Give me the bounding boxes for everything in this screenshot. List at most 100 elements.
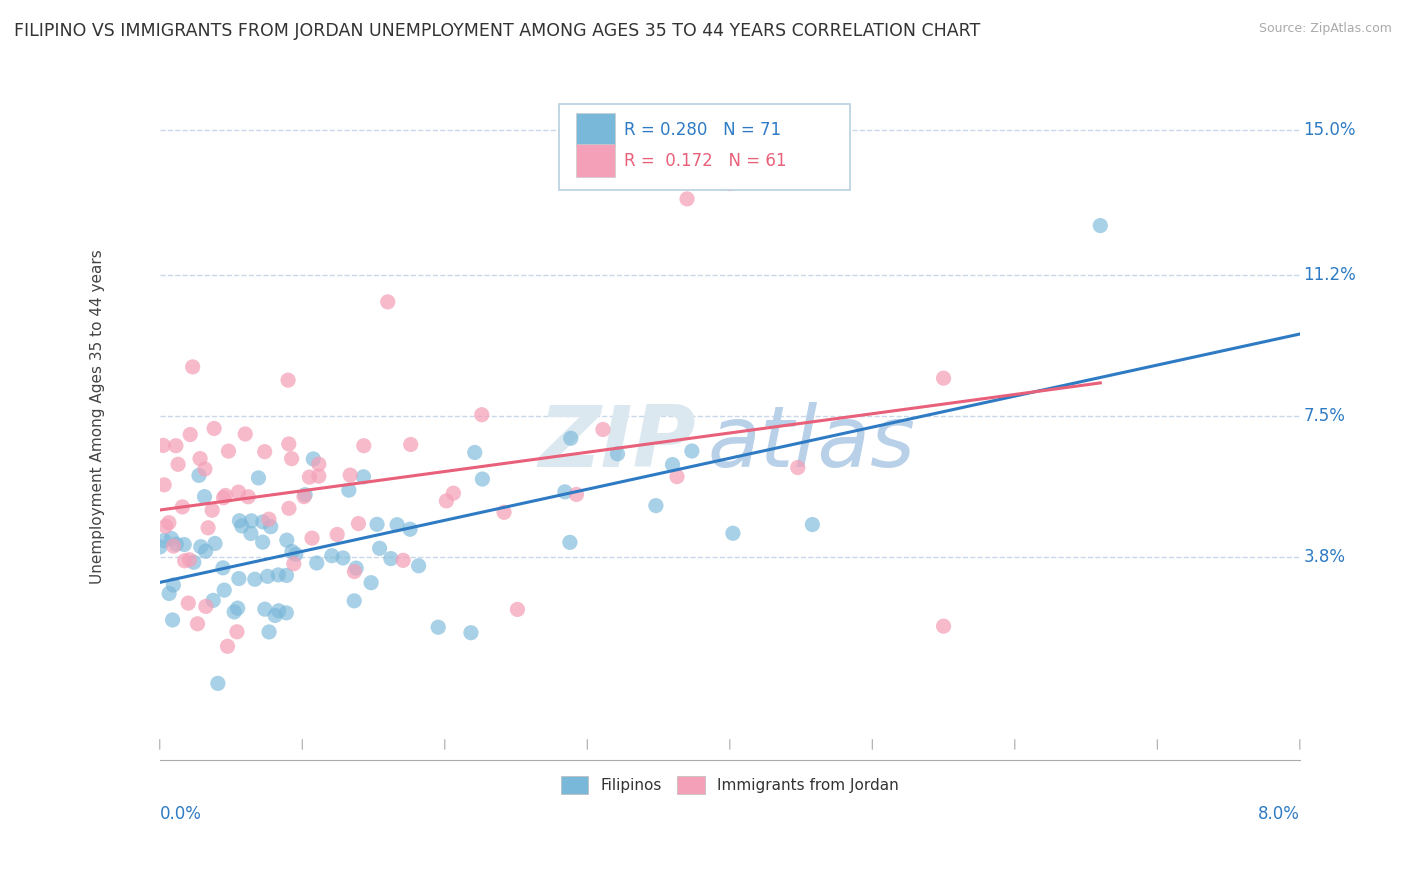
Point	[202, 593, 225, 607]
Point	[360, 575, 382, 590]
Point	[278, 501, 301, 516]
Point	[240, 514, 263, 528]
Point	[377, 294, 399, 309]
Point	[460, 625, 482, 640]
Point	[308, 469, 330, 483]
Point	[157, 586, 180, 600]
Point	[606, 447, 628, 461]
Point	[224, 605, 246, 619]
Point	[666, 469, 689, 483]
Point	[786, 460, 808, 475]
Text: 11.2%: 11.2%	[1303, 266, 1355, 285]
Text: atlas: atlas	[707, 402, 915, 485]
Point	[277, 437, 299, 451]
Point	[434, 494, 457, 508]
Point	[231, 519, 253, 533]
Point	[560, 431, 582, 445]
Point	[267, 604, 290, 618]
Point	[179, 553, 201, 567]
Point	[194, 599, 217, 614]
Text: R = 0.280   N = 71: R = 0.280 N = 71	[624, 120, 780, 138]
Point	[252, 515, 274, 529]
Point	[305, 556, 328, 570]
Point	[228, 572, 250, 586]
Point	[492, 505, 515, 519]
Point	[152, 438, 174, 452]
Point	[337, 483, 360, 498]
Point	[228, 514, 250, 528]
Point	[464, 445, 486, 459]
Point	[565, 487, 588, 501]
Point	[281, 544, 304, 558]
Point	[217, 444, 239, 458]
Text: Unemployment Among Ages 35 to 44 years: Unemployment Among Ages 35 to 44 years	[90, 249, 104, 583]
Point	[212, 561, 235, 575]
Text: 7.5%: 7.5%	[1303, 408, 1346, 425]
Point	[212, 583, 235, 598]
Text: 8.0%: 8.0%	[1258, 805, 1299, 823]
Point	[645, 499, 668, 513]
Point	[932, 619, 955, 633]
Point	[186, 616, 208, 631]
Point	[212, 491, 235, 505]
Point	[294, 488, 316, 502]
Point	[506, 602, 529, 616]
Point	[177, 596, 200, 610]
Point	[801, 517, 824, 532]
Point	[339, 468, 361, 483]
Point	[368, 541, 391, 556]
Point	[298, 470, 321, 484]
Point	[554, 484, 576, 499]
Point	[183, 555, 205, 569]
Point	[173, 554, 195, 568]
FancyBboxPatch shape	[576, 144, 614, 178]
Point	[592, 423, 614, 437]
Point	[427, 620, 450, 634]
Point	[284, 547, 307, 561]
Point	[153, 478, 176, 492]
Point	[162, 613, 184, 627]
Point	[343, 565, 366, 579]
Point	[253, 602, 276, 616]
Point	[292, 490, 315, 504]
Point	[165, 439, 187, 453]
Point	[276, 606, 298, 620]
Point	[343, 594, 366, 608]
Point	[366, 517, 388, 532]
Point	[253, 444, 276, 458]
Point	[160, 532, 183, 546]
Point	[239, 526, 262, 541]
Point	[157, 516, 180, 530]
Point	[167, 458, 190, 472]
Point	[264, 608, 287, 623]
Point	[162, 578, 184, 592]
Point	[676, 192, 699, 206]
Point	[1090, 219, 1112, 233]
Text: R =  0.172   N = 61: R = 0.172 N = 61	[624, 152, 786, 169]
Point	[193, 490, 215, 504]
Point	[252, 535, 274, 549]
Point	[257, 624, 280, 639]
Text: Source: ZipAtlas.com: Source: ZipAtlas.com	[1258, 22, 1392, 36]
Point	[226, 601, 249, 615]
Text: ZIP: ZIP	[538, 402, 696, 485]
Legend: Filipinos, Immigrants from Jordan: Filipinos, Immigrants from Jordan	[555, 771, 905, 800]
Point	[661, 458, 683, 472]
Point	[207, 676, 229, 690]
Point	[201, 503, 224, 517]
Point	[392, 553, 415, 567]
Point	[321, 549, 343, 563]
Point	[238, 490, 260, 504]
Point	[149, 540, 172, 554]
Point	[385, 517, 408, 532]
Point	[181, 359, 204, 374]
Point	[302, 452, 325, 467]
Point	[188, 451, 211, 466]
Point	[202, 421, 225, 435]
Point	[344, 561, 367, 575]
Point	[256, 569, 278, 583]
Point	[408, 558, 430, 573]
FancyBboxPatch shape	[558, 103, 849, 190]
Point	[326, 527, 349, 541]
Point	[353, 470, 375, 484]
